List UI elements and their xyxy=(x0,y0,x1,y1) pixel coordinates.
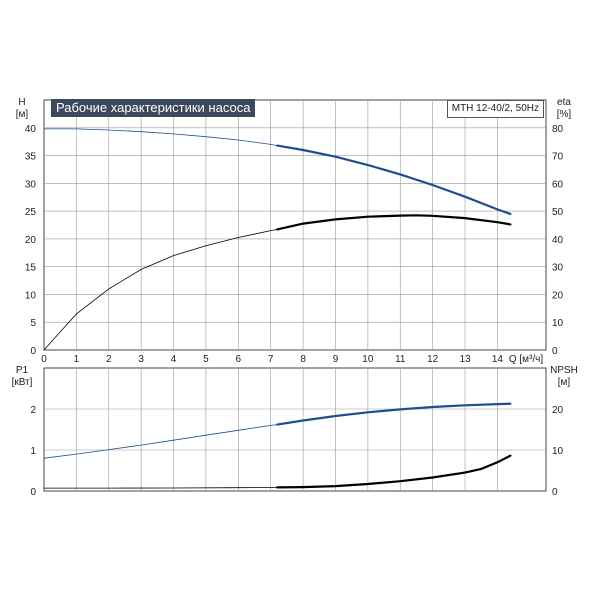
y-left-tick-label: 1 xyxy=(30,446,36,457)
pump-model-label: MTH 12-40/2, 50Hz xyxy=(446,100,544,118)
y-left-tick-label: 25 xyxy=(25,207,37,218)
x-tick-label: 10 xyxy=(362,354,374,365)
x-tick-label: 1 xyxy=(74,354,80,365)
y-left-tick-label: 0 xyxy=(30,487,36,498)
y-right-tick-label: 10 xyxy=(552,318,564,329)
x-tick-label: 9 xyxy=(333,354,339,365)
y-left-tick-label: 35 xyxy=(25,152,37,163)
y-right-axis-unit: [м] xyxy=(558,377,571,388)
y-right-tick-label: 70 xyxy=(552,152,564,163)
y-right-tick-label: 20 xyxy=(552,290,564,301)
y-right-tick-label: 30 xyxy=(552,263,564,274)
series-lower-0-thick xyxy=(276,402,512,426)
x-tick-label: 7 xyxy=(268,354,274,365)
y-left-tick-label: 5 xyxy=(30,318,36,329)
y-right-axis-label: NPSH xyxy=(550,365,578,376)
x-tick-label: 6 xyxy=(236,354,242,365)
y-right-tick-label: 20 xyxy=(552,405,564,416)
x-tick-label: 14 xyxy=(492,354,504,365)
y-left-axis-label: H xyxy=(18,97,25,108)
y-right-tick-label: 0 xyxy=(552,487,558,498)
y-right-tick-label: 10 xyxy=(552,446,564,457)
y-right-tick-label: 60 xyxy=(552,179,564,190)
x-tick-label: 4 xyxy=(171,354,177,365)
y-left-tick-label: 15 xyxy=(25,263,37,274)
x-tick-label: 0 xyxy=(41,354,47,365)
y-left-axis-unit: [м] xyxy=(16,109,29,120)
y-right-tick-label: 80 xyxy=(552,124,564,135)
chart-title: Рабочие характеристики насоса xyxy=(51,99,256,117)
series-upper-1-thin xyxy=(43,229,278,351)
y-right-tick-label: 50 xyxy=(552,207,564,218)
series-upper-0-thin xyxy=(44,128,278,146)
series-lower-0-thin xyxy=(43,424,278,459)
x-tick-label: 5 xyxy=(203,354,209,365)
plot-frame-lower xyxy=(43,367,547,492)
series-lower-1-thick xyxy=(276,454,512,489)
y-left-tick-label: 0 xyxy=(30,346,36,357)
y-left-tick-label: 30 xyxy=(25,179,37,190)
y-left-axis-unit: [кВт] xyxy=(12,377,33,388)
y-right-axis-unit: [%] xyxy=(557,109,572,120)
plot-frame-upper xyxy=(43,99,547,351)
x-tick-label: 2 xyxy=(106,354,112,365)
y-right-tick-label: 40 xyxy=(552,235,564,246)
x-tick-label: 12 xyxy=(427,354,439,365)
y-left-axis-label: P1 xyxy=(16,365,29,376)
series-lower-1-thin xyxy=(44,487,278,489)
y-right-tick-label: 0 xyxy=(552,346,558,357)
y-left-tick-label: 40 xyxy=(25,124,37,135)
y-left-tick-label: 10 xyxy=(25,290,37,301)
x-tick-label: 3 xyxy=(138,354,144,365)
y-left-tick-label: 20 xyxy=(25,235,37,246)
x-axis-label: Q [м³/ч] xyxy=(509,354,544,365)
x-tick-label: 11 xyxy=(395,354,406,365)
x-tick-label: 8 xyxy=(300,354,306,365)
y-left-tick-label: 2 xyxy=(30,405,36,416)
series-upper-0-thick xyxy=(276,144,512,215)
x-tick-label: 13 xyxy=(459,354,471,365)
y-right-axis-label: eta xyxy=(557,97,571,108)
series-upper-1-thick xyxy=(276,214,512,231)
